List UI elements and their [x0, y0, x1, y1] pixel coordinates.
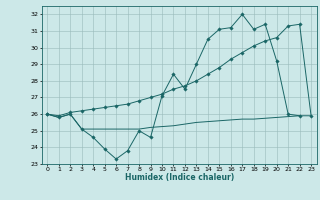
- X-axis label: Humidex (Indice chaleur): Humidex (Indice chaleur): [124, 173, 234, 182]
